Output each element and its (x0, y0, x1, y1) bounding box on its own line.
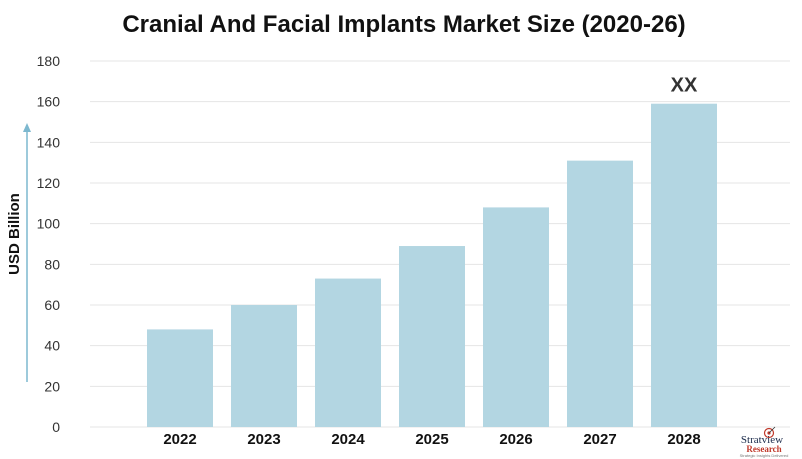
x-axis-ticks: 2022 2023 2024 2025 2026 2027 2028 (163, 431, 700, 448)
y-tick-label: 40 (44, 338, 60, 354)
x-tick-label: 2026 (499, 431, 532, 448)
stratview-logo: Stratview Research Strategic Insights De… (740, 426, 789, 458)
logo-tagline: Strategic Insights Delivered (740, 453, 789, 458)
y-axis-ticks: 0 20 40 60 80 100 120 140 160 180 (37, 53, 61, 435)
x-tick-label: 2023 (247, 431, 280, 448)
logo-sub: Research (746, 444, 781, 454)
x-tick-label: 2024 (331, 431, 365, 448)
logo-brand: Stratview (741, 434, 783, 446)
bar-2027 (567, 160, 633, 427)
bar-2022 (147, 329, 213, 427)
bar-2028 (651, 103, 717, 427)
y-tick-label: 120 (37, 175, 61, 191)
y-tick-label: 60 (44, 297, 60, 313)
y-tick-label: 180 (37, 53, 61, 69)
x-tick-label: 2025 (415, 431, 448, 448)
bar-2024 (315, 278, 381, 427)
y-tick-label: 0 (52, 419, 60, 435)
y-tick-label: 20 (44, 378, 60, 394)
bar-annotation: XX (671, 75, 698, 97)
logo-target-icon (763, 427, 775, 439)
chart-title: Cranial And Facial Implants Market Size … (122, 11, 685, 38)
bar-2026 (483, 207, 549, 427)
bars (147, 103, 717, 427)
bar-2025 (399, 246, 465, 427)
bar-2023 (231, 305, 297, 427)
y-tick-label: 100 (37, 216, 61, 232)
x-tick-label: 2028 (667, 431, 700, 448)
y-tick-label: 160 (37, 94, 61, 110)
x-tick-label: 2027 (583, 431, 616, 448)
y-axis-arrow (23, 123, 31, 382)
y-tick-label: 140 (37, 134, 61, 150)
y-tick-label: 80 (44, 256, 60, 272)
x-tick-label: 2022 (163, 431, 196, 448)
y-axis-label: USD Billion (6, 193, 23, 275)
